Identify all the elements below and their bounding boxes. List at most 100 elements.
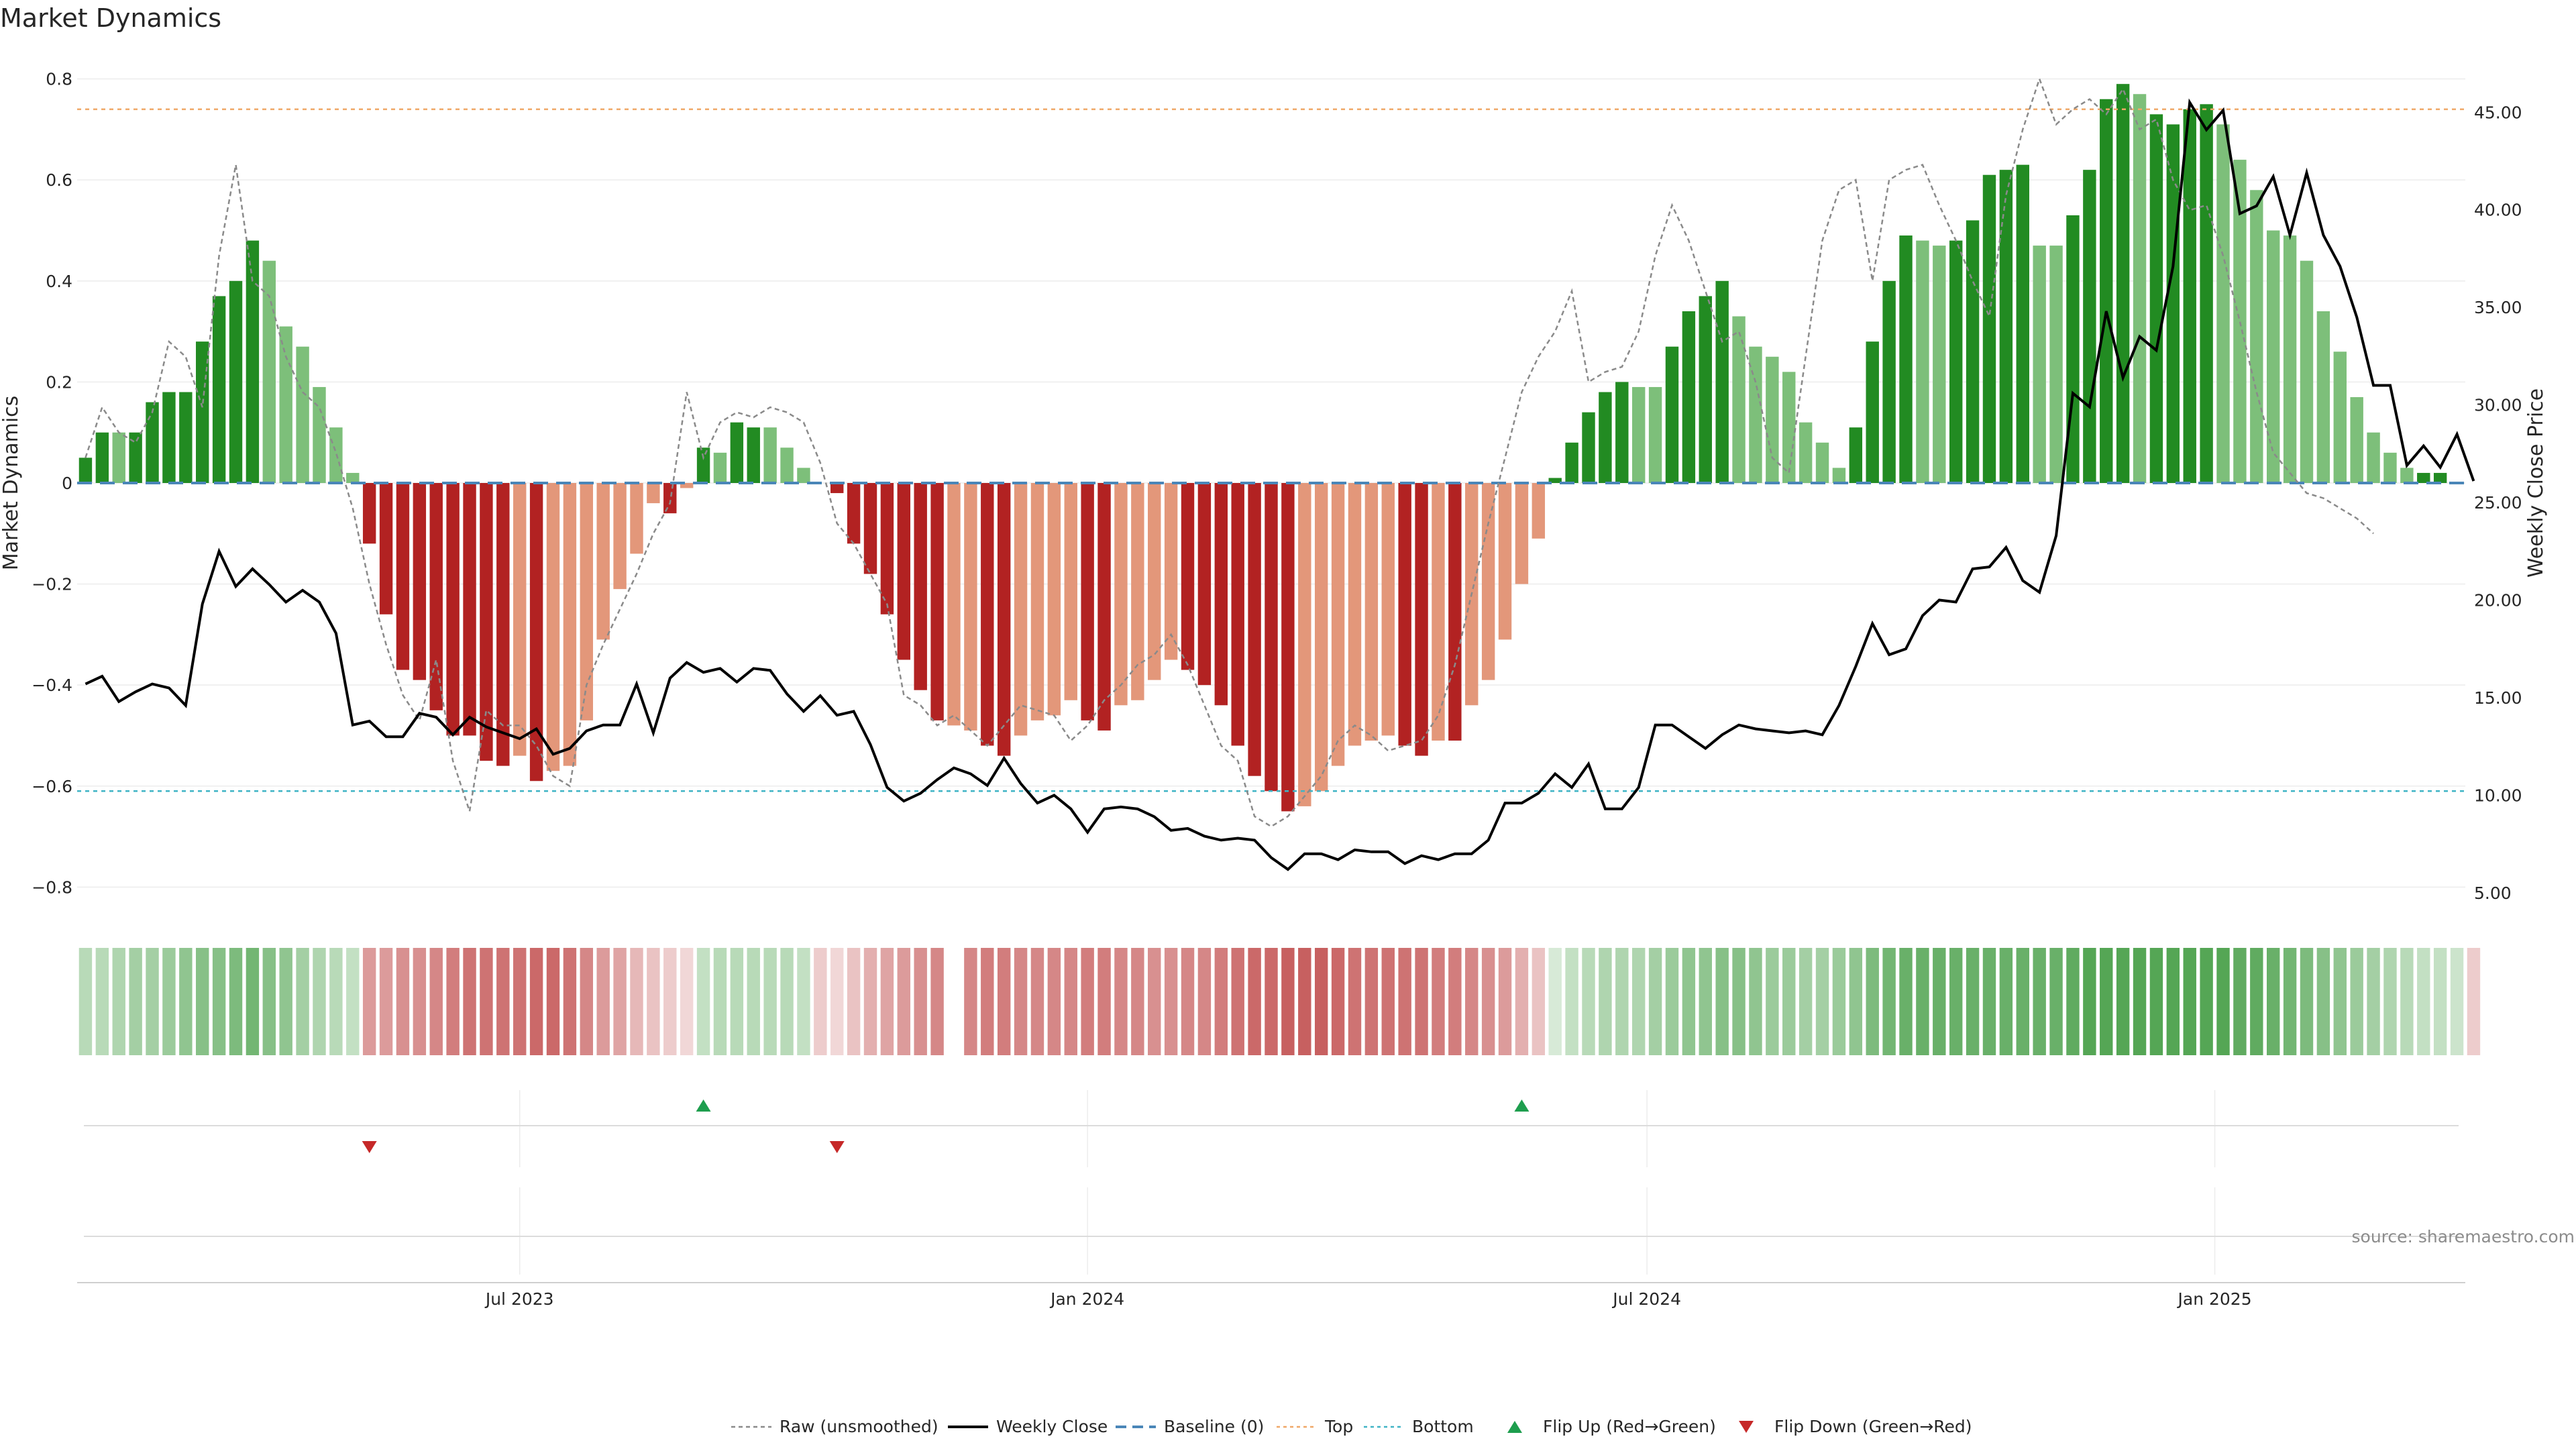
momentum-bar xyxy=(2350,397,2363,483)
heat-cell xyxy=(1732,948,1746,1055)
momentum-bar xyxy=(1281,483,1295,812)
momentum-bar xyxy=(1381,483,1395,736)
heat-cell xyxy=(2133,948,2147,1055)
momentum-bar xyxy=(1231,483,1244,746)
heat-cell xyxy=(2417,948,2430,1055)
momentum-bar xyxy=(847,483,861,544)
empty-panel xyxy=(84,1187,2459,1275)
heat-cell xyxy=(78,948,93,1055)
left-tick-label: −0.6 xyxy=(32,777,72,796)
heat-cell xyxy=(1899,948,1913,1055)
heat-cell xyxy=(2183,948,2196,1055)
momentum-bar xyxy=(713,452,727,483)
momentum-bar xyxy=(1866,341,1879,483)
momentum-bar xyxy=(663,483,677,514)
heat-cell xyxy=(1481,948,1495,1055)
heat-cell xyxy=(296,948,309,1055)
legend: Raw (unsmoothed) Weekly Close Baseline (0)… xyxy=(731,1417,1972,1436)
momentum-bar xyxy=(1832,468,1846,483)
heat-cell xyxy=(1231,948,1244,1055)
momentum-bar xyxy=(1398,483,1411,746)
momentum-bar xyxy=(413,483,427,680)
momentum-bar xyxy=(1314,483,1328,792)
legend-label: Raw (unsmoothed) xyxy=(780,1417,938,1436)
momentum-bar xyxy=(1749,346,1762,483)
momentum-bar xyxy=(1148,483,1161,680)
momentum-bar xyxy=(930,483,944,720)
heat-cell xyxy=(680,948,694,1055)
heat-cell xyxy=(329,948,343,1055)
heat-cell xyxy=(780,948,794,1055)
momentum-bar xyxy=(1849,427,1863,483)
momentum-bar xyxy=(947,483,961,726)
momentum-bar xyxy=(279,326,292,483)
heat-cell xyxy=(229,948,243,1055)
heat-cell xyxy=(814,948,827,1055)
momentum-bar xyxy=(1114,483,1128,706)
heat-cell xyxy=(1882,948,1896,1055)
momentum-bar xyxy=(1164,483,1178,660)
heat-cell xyxy=(663,948,677,1055)
momentum-bar xyxy=(2149,114,2163,484)
heat-cell xyxy=(2367,948,2380,1055)
heat-cell xyxy=(997,948,1011,1055)
heat-cell xyxy=(446,948,460,1055)
heat-cell xyxy=(1999,948,2013,1055)
momentum-bar xyxy=(1949,240,1963,483)
heat-cell xyxy=(1381,948,1395,1055)
heat-cell xyxy=(2049,948,2063,1055)
heat-cell xyxy=(2216,948,2230,1055)
momentum-bar xyxy=(162,392,176,483)
heat-cell xyxy=(1081,948,1094,1055)
momentum-bar xyxy=(747,427,760,483)
momentum-bar xyxy=(1197,483,1212,686)
heat-cell xyxy=(1265,948,1278,1055)
heat-cell xyxy=(2033,948,2046,1055)
momentum-bar xyxy=(146,402,159,483)
momentum-bar xyxy=(1899,235,1913,483)
heat-cell xyxy=(696,948,710,1055)
heat-cell xyxy=(1181,948,1195,1055)
momentum-bar xyxy=(763,427,777,483)
momentum-bar xyxy=(2433,472,2447,483)
x-tick-label: Jul 2024 xyxy=(1611,1289,1681,1309)
heat-cell xyxy=(1599,948,1612,1055)
heat-cell xyxy=(1465,948,1479,1055)
momentum-bar xyxy=(2233,160,2247,483)
heat-cell xyxy=(1715,948,1729,1055)
heat-cell xyxy=(763,948,777,1055)
momentum-bar xyxy=(129,432,142,483)
momentum-bar xyxy=(680,483,694,488)
momentum-bar xyxy=(1415,483,1428,756)
momentum-bar xyxy=(513,483,527,756)
right-tick-label: 40.00 xyxy=(2474,201,2522,220)
heat-cell xyxy=(630,948,643,1055)
heat-cell xyxy=(429,948,443,1055)
heat-cell xyxy=(747,948,760,1055)
momentum-bar xyxy=(446,483,460,736)
heat-cell xyxy=(1448,948,1462,1055)
flip-up-marker xyxy=(1514,1099,1529,1112)
heat-cell xyxy=(463,948,476,1055)
momentum-bar xyxy=(112,432,125,483)
heat-cell xyxy=(1281,948,1295,1055)
heat-cell xyxy=(730,948,744,1055)
chart-title: Market Dynamics xyxy=(0,3,221,33)
heat-cell xyxy=(112,948,125,1055)
momentum-bar xyxy=(1631,386,1646,483)
momentum-bar xyxy=(1214,483,1228,706)
momentum-bar xyxy=(396,483,410,670)
left-axis-ticks: 0.8 0.6 0.4 0.2 0 −0.2 −0.4 −0.6 −0.8 xyxy=(32,70,72,898)
x-tick-label: Jul 2023 xyxy=(484,1289,554,1309)
heat-cell xyxy=(2200,948,2213,1055)
heat-cell xyxy=(1114,948,1128,1055)
flip-down-marker xyxy=(362,1141,377,1153)
heat-cell xyxy=(2016,948,2029,1055)
heat-cell xyxy=(2066,948,2080,1055)
momentum-bar xyxy=(1331,483,1345,766)
momentum-bar xyxy=(1982,174,1996,483)
heat-cell xyxy=(1515,948,1529,1055)
heat-cell xyxy=(1064,948,1077,1055)
momentum-bar xyxy=(1966,220,1980,483)
